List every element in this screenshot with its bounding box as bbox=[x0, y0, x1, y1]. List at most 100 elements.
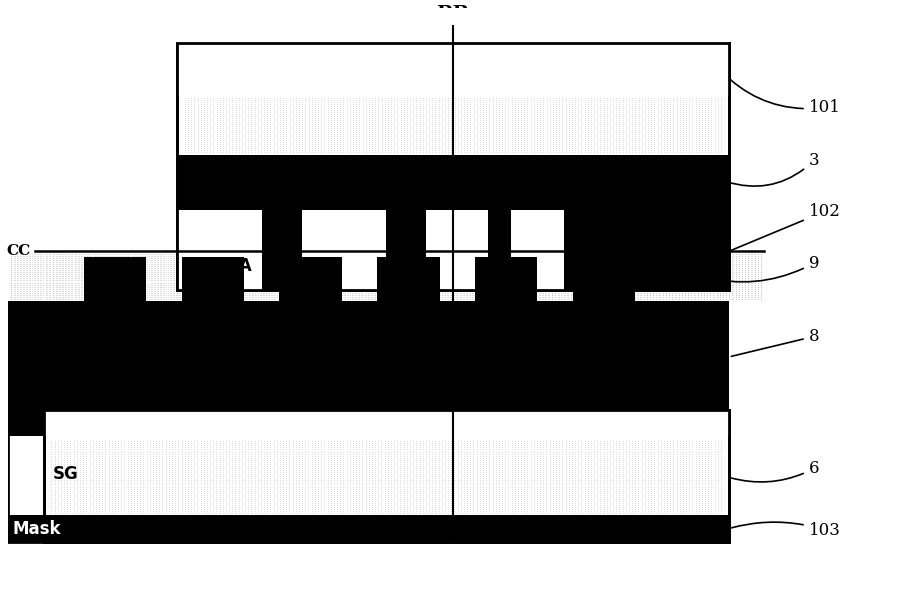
Point bbox=[414, 294, 429, 304]
Point bbox=[469, 470, 484, 479]
Point bbox=[669, 284, 683, 293]
Point bbox=[643, 288, 657, 297]
Point bbox=[615, 272, 629, 281]
Point bbox=[346, 257, 360, 266]
Point bbox=[713, 282, 727, 291]
Point bbox=[298, 482, 313, 491]
Point bbox=[482, 461, 496, 471]
Point bbox=[414, 284, 429, 293]
Point bbox=[272, 440, 287, 450]
Point bbox=[67, 272, 82, 281]
Point bbox=[647, 453, 662, 462]
Point bbox=[644, 107, 658, 117]
Point bbox=[622, 103, 636, 113]
Point bbox=[640, 257, 654, 266]
Point bbox=[4, 257, 19, 266]
Point bbox=[365, 453, 379, 462]
Point bbox=[96, 278, 111, 287]
Point bbox=[71, 255, 85, 265]
Point bbox=[365, 482, 379, 491]
Point bbox=[444, 449, 458, 458]
Point bbox=[203, 445, 218, 454]
Point bbox=[589, 280, 603, 290]
Point bbox=[710, 476, 725, 485]
Point bbox=[473, 122, 487, 131]
Point bbox=[514, 476, 529, 485]
Point bbox=[247, 117, 262, 127]
Point bbox=[383, 276, 397, 285]
Point bbox=[117, 467, 131, 477]
Point bbox=[50, 463, 65, 473]
Point bbox=[423, 251, 438, 260]
Point bbox=[325, 251, 340, 260]
Point bbox=[411, 268, 425, 277]
Point bbox=[147, 278, 162, 287]
Point bbox=[656, 507, 671, 516]
Point bbox=[246, 263, 261, 273]
Point bbox=[90, 286, 104, 296]
Point bbox=[714, 455, 728, 464]
Point bbox=[85, 453, 100, 462]
Point bbox=[57, 470, 71, 479]
Point bbox=[503, 294, 518, 304]
Point bbox=[619, 144, 633, 153]
Point bbox=[444, 443, 458, 452]
Point bbox=[316, 288, 330, 297]
Point bbox=[513, 280, 528, 290]
Point bbox=[672, 255, 686, 265]
Point bbox=[679, 451, 693, 461]
Point bbox=[222, 128, 236, 137]
Point bbox=[346, 139, 360, 149]
Point bbox=[284, 286, 298, 296]
Point bbox=[523, 269, 538, 279]
Point bbox=[349, 257, 363, 266]
Point bbox=[600, 451, 614, 461]
Point bbox=[659, 261, 673, 271]
Point bbox=[628, 249, 642, 258]
Point bbox=[725, 284, 740, 293]
Point bbox=[336, 93, 351, 103]
Point bbox=[307, 500, 322, 510]
Point bbox=[247, 101, 262, 111]
Point bbox=[346, 492, 360, 502]
Point bbox=[631, 459, 645, 468]
Point bbox=[384, 496, 398, 506]
Point bbox=[209, 148, 224, 157]
Point bbox=[682, 132, 697, 141]
Point bbox=[722, 263, 736, 273]
Point bbox=[371, 253, 386, 262]
Point bbox=[587, 500, 601, 510]
Point bbox=[644, 465, 658, 475]
Point bbox=[128, 251, 142, 260]
Point bbox=[393, 282, 407, 291]
Point bbox=[368, 486, 382, 495]
Point bbox=[324, 95, 338, 105]
Point bbox=[676, 476, 690, 485]
Point bbox=[679, 465, 693, 475]
Point bbox=[79, 463, 93, 473]
Point bbox=[270, 290, 284, 300]
Point bbox=[532, 269, 547, 279]
Point bbox=[619, 134, 633, 143]
Point bbox=[682, 134, 697, 143]
Point bbox=[593, 138, 608, 147]
Point bbox=[4, 253, 19, 262]
Point bbox=[732, 274, 746, 283]
Point bbox=[168, 504, 182, 514]
Point bbox=[30, 272, 44, 281]
Point bbox=[127, 463, 141, 473]
Point bbox=[539, 494, 554, 504]
Point bbox=[320, 436, 334, 446]
Point bbox=[330, 101, 344, 111]
Point bbox=[49, 259, 64, 269]
Point bbox=[368, 280, 382, 290]
Point bbox=[263, 496, 278, 506]
Point bbox=[206, 459, 220, 468]
Point bbox=[428, 274, 442, 283]
Point bbox=[562, 142, 576, 151]
Point bbox=[536, 259, 550, 269]
Point bbox=[476, 265, 490, 275]
Point bbox=[413, 488, 427, 498]
Point bbox=[488, 484, 503, 493]
Point bbox=[298, 504, 313, 514]
